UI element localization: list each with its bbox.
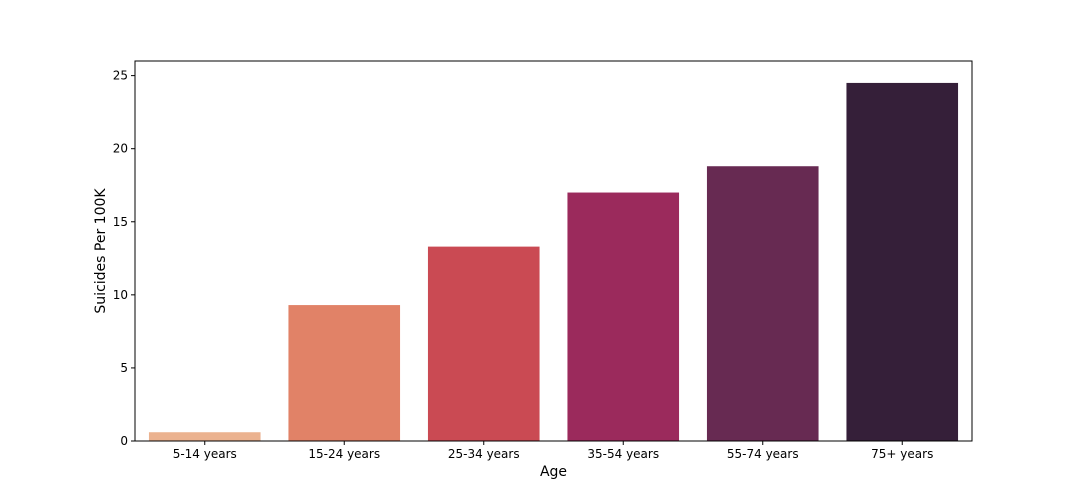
x-tick-label: 5-14 years — [173, 447, 237, 461]
y-axis-label: Suicides Per 100K — [93, 188, 109, 314]
y-tick-label: 20 — [113, 142, 128, 156]
y-tick-label: 0 — [120, 434, 128, 448]
y-tick-label: 10 — [113, 288, 128, 302]
bars-group — [148, 82, 959, 441]
bar-55-74-years — [706, 166, 819, 441]
plot-frame — [134, 60, 973, 442]
x-tick-label: 15-24 years — [308, 447, 380, 461]
x-tick-label: 25-34 years — [448, 447, 520, 461]
bar-25-34-years — [427, 246, 540, 441]
x-tick-label: 55-74 years — [727, 447, 799, 461]
bar-5-14-years — [148, 432, 261, 441]
x-tick-label: 35-54 years — [587, 447, 659, 461]
x-tick-label: 75+ years — [871, 447, 933, 461]
y-tick-label: 25 — [113, 69, 128, 83]
y-tick-label: 15 — [113, 215, 128, 229]
y-tick-label: 5 — [120, 361, 128, 375]
bar-75-years — [846, 82, 959, 441]
x-axis-label: Age — [540, 464, 567, 480]
y-axis-ticks: 0 5 10 15 20 25 — [113, 69, 135, 448]
bar-15-24-years — [288, 305, 401, 441]
bar-35-54-years — [567, 192, 680, 441]
x-axis-ticks: 5-14 years 15-24 years 25-34 years 35-54 ye… — [173, 441, 933, 461]
